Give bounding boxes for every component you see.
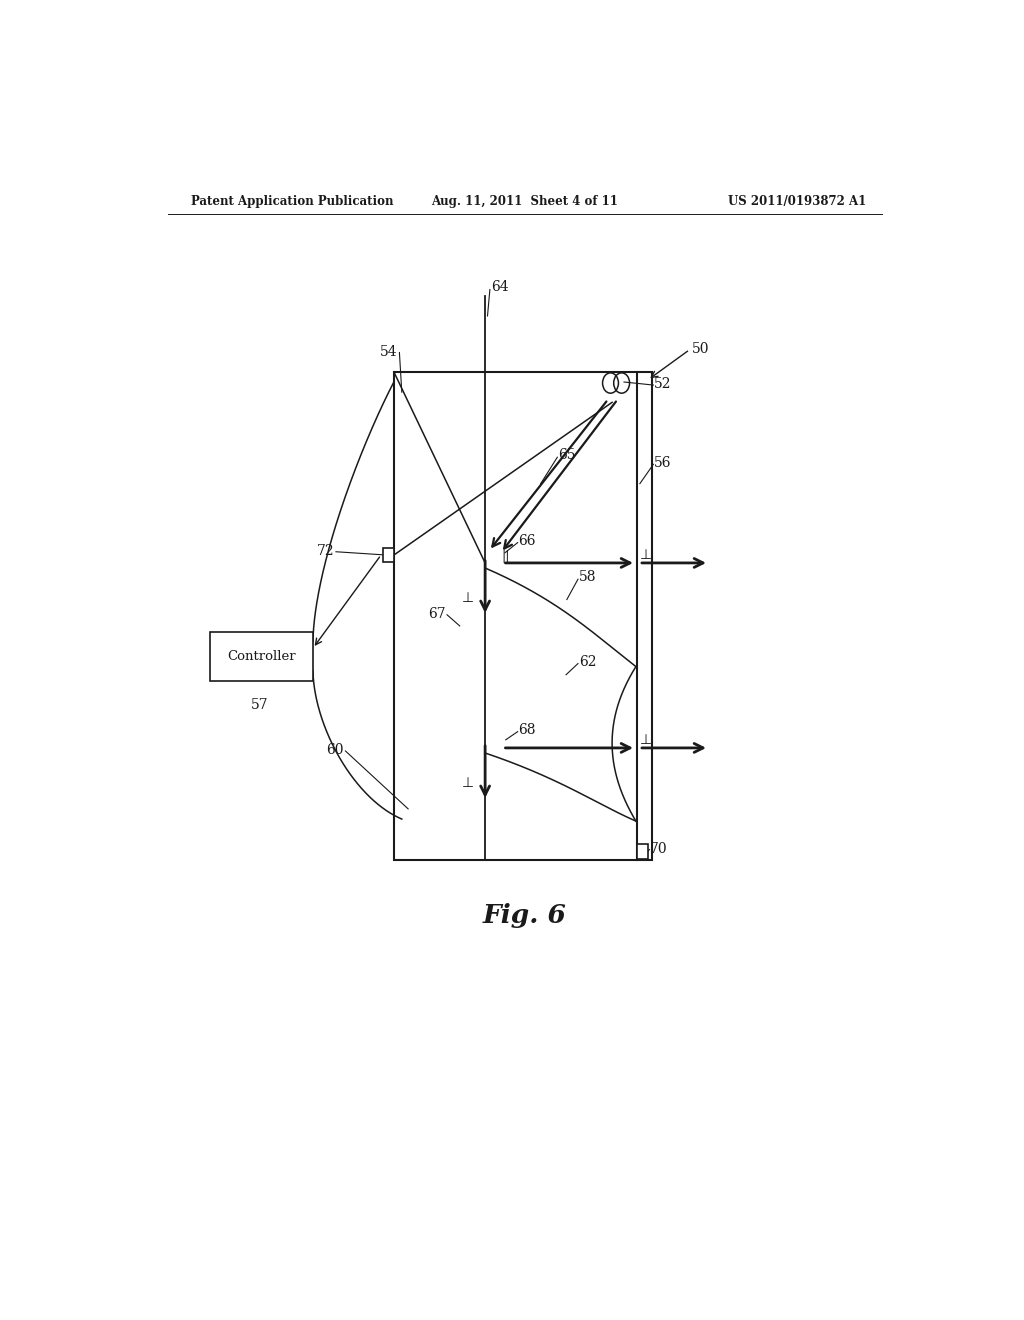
Text: Controller: Controller [227,649,296,663]
Text: ⊥: ⊥ [462,590,474,605]
Text: 56: 56 [654,457,672,470]
Text: 70: 70 [650,842,668,855]
Text: Patent Application Publication: Patent Application Publication [191,194,394,207]
Text: 57: 57 [251,698,268,713]
Text: US 2011/0193872 A1: US 2011/0193872 A1 [728,194,866,207]
Text: 68: 68 [518,722,536,737]
Text: 67: 67 [428,607,445,620]
Text: 62: 62 [579,655,596,668]
Text: ⊥: ⊥ [640,548,652,562]
Text: 72: 72 [316,544,334,558]
Text: Aug. 11, 2011  Sheet 4 of 11: Aug. 11, 2011 Sheet 4 of 11 [431,194,618,207]
Text: 66: 66 [518,533,536,548]
Text: 54: 54 [380,345,397,359]
Bar [394,372,652,859]
Bar [383,548,394,562]
Text: 65: 65 [558,449,575,462]
Text: 64: 64 [492,280,509,294]
Text: 60: 60 [327,743,344,756]
Bar [210,632,313,681]
Text: 58: 58 [579,570,596,585]
Bar [637,845,648,859]
Text: ⊥: ⊥ [640,733,652,747]
Text: 52: 52 [654,378,672,391]
Text: ||: || [501,550,510,562]
Text: 50: 50 [691,342,709,356]
Text: Fig. 6: Fig. 6 [483,903,566,928]
Text: ⊥: ⊥ [462,776,474,789]
